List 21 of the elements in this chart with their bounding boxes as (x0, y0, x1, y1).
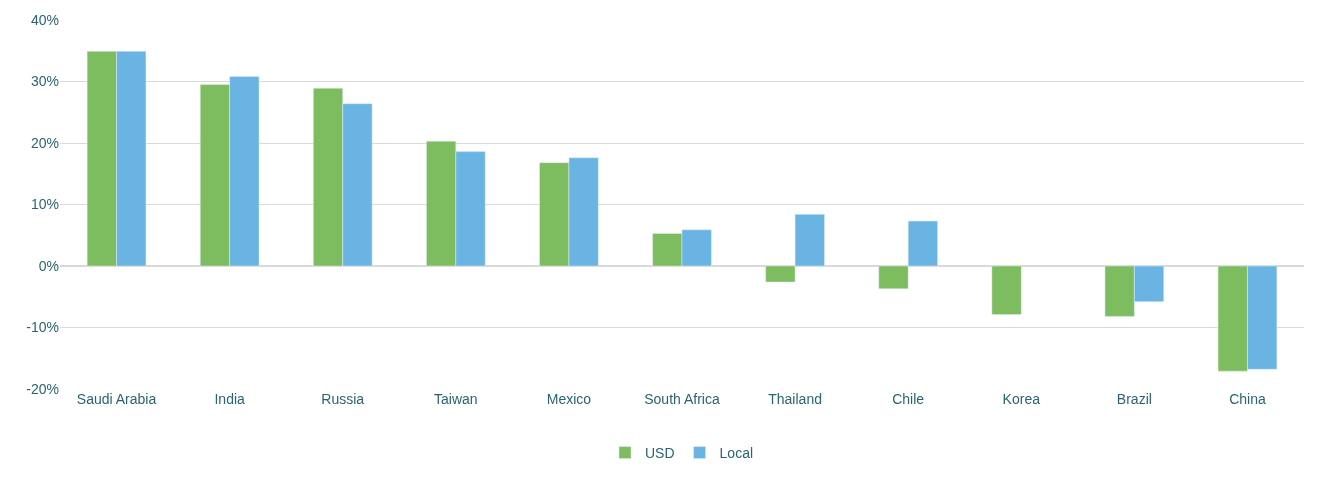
y-tick-label: -10% (26, 319, 59, 336)
y-tick-label: 30% (30, 73, 59, 90)
y-tick-label: 20% (30, 134, 59, 151)
y-tick-label: 40% (30, 11, 59, 28)
legend-label: Local (719, 445, 754, 462)
x-tick-label: Russia (321, 391, 365, 407)
x-tick-label: Taiwan (434, 391, 478, 407)
x-tick-label: Chile (892, 391, 925, 407)
x-tick-label: Brazil (1116, 391, 1152, 407)
x-tick-label: Thailand (768, 391, 822, 407)
x-tick-label: China (1229, 391, 1266, 407)
x-tick-label: Korea (1002, 391, 1041, 407)
bar (991, 265, 1022, 315)
legend-label: USD (645, 445, 675, 462)
x-tick-label: South Africa (644, 391, 720, 407)
x-tick-label: Saudi Arabia (76, 391, 157, 407)
x-tick-label: India (214, 391, 246, 407)
x-tick-label: Mexico (546, 391, 592, 407)
y-tick-label: 10% (30, 196, 59, 213)
y-tick-label: -20% (26, 380, 59, 397)
y-tick-label: 0% (38, 257, 59, 274)
